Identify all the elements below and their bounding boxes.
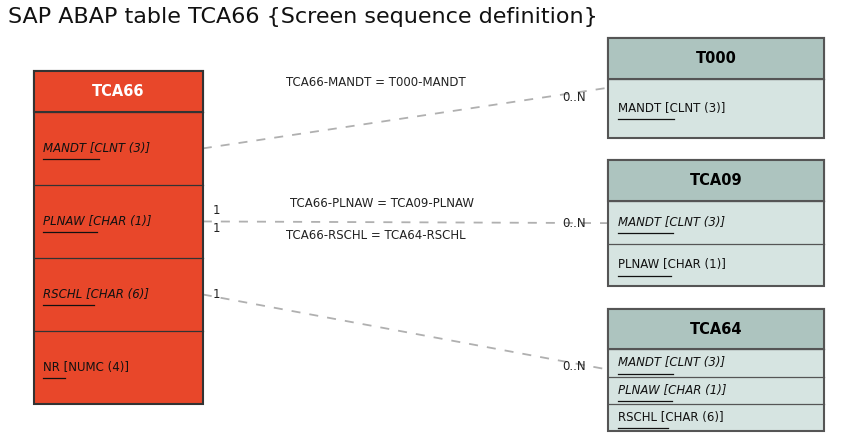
FancyBboxPatch shape <box>608 160 823 201</box>
FancyBboxPatch shape <box>608 38 823 138</box>
Text: MANDT [CLNT (3)]: MANDT [CLNT (3)] <box>617 357 724 369</box>
Text: MANDT [CLNT (3)]: MANDT [CLNT (3)] <box>617 102 724 115</box>
FancyBboxPatch shape <box>608 309 823 349</box>
Text: 1: 1 <box>213 204 220 217</box>
FancyBboxPatch shape <box>608 38 823 79</box>
Text: PLNAW [CHAR (1)]: PLNAW [CHAR (1)] <box>617 258 725 271</box>
Text: MANDT [CLNT (3)]: MANDT [CLNT (3)] <box>617 216 724 229</box>
Text: 1: 1 <box>213 222 220 234</box>
Text: 0..N: 0..N <box>561 360 585 373</box>
Text: T000: T000 <box>695 51 736 66</box>
Text: 0..N: 0..N <box>561 91 585 104</box>
Text: SAP ABAP table TCA66 {Screen sequence definition}: SAP ABAP table TCA66 {Screen sequence de… <box>8 7 598 27</box>
Text: TCA64: TCA64 <box>689 321 742 337</box>
FancyBboxPatch shape <box>34 71 203 404</box>
Text: RSCHL [CHAR (6)]: RSCHL [CHAR (6)] <box>617 411 722 424</box>
Text: PLNAW [CHAR (1)]: PLNAW [CHAR (1)] <box>617 384 725 396</box>
FancyBboxPatch shape <box>608 309 823 431</box>
Text: NR [NUMC (4)]: NR [NUMC (4)] <box>43 361 129 374</box>
Text: TCA66-RSCHL = TCA64-RSCHL: TCA66-RSCHL = TCA64-RSCHL <box>286 229 465 242</box>
Text: TCA66-PLNAW = TCA09-PLNAW: TCA66-PLNAW = TCA09-PLNAW <box>289 197 473 210</box>
Text: 0..N: 0..N <box>561 217 585 230</box>
FancyBboxPatch shape <box>608 160 823 286</box>
FancyBboxPatch shape <box>34 71 203 112</box>
Text: 1: 1 <box>213 288 220 301</box>
Text: RSCHL [CHAR (6)]: RSCHL [CHAR (6)] <box>43 288 149 301</box>
Text: TCA66: TCA66 <box>92 84 144 99</box>
Text: TCA09: TCA09 <box>689 173 742 188</box>
Text: MANDT [CLNT (3)]: MANDT [CLNT (3)] <box>43 142 150 155</box>
Text: PLNAW [CHAR (1)]: PLNAW [CHAR (1)] <box>43 215 151 228</box>
Text: TCA66-MANDT = T000-MANDT: TCA66-MANDT = T000-MANDT <box>286 76 465 89</box>
